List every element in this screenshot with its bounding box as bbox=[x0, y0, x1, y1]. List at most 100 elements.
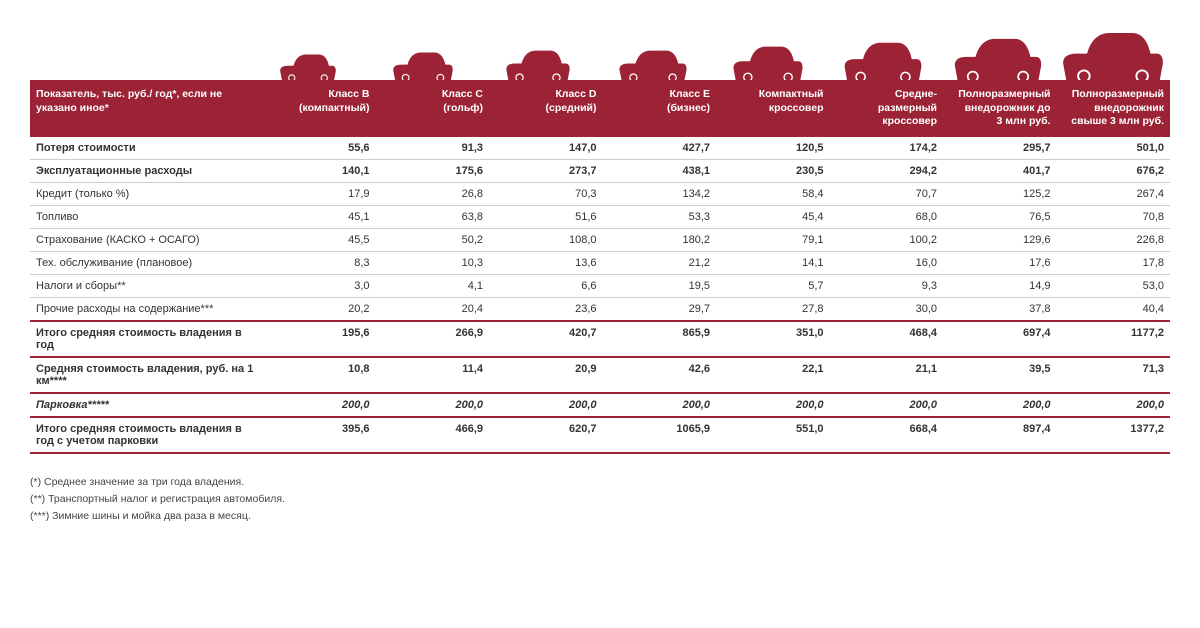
cell-value: 70,8 bbox=[1057, 205, 1171, 228]
row-label: Эксплуатационные расходы bbox=[30, 159, 262, 182]
car-icon bbox=[250, 20, 365, 80]
column-header: Класс E(бизнес) bbox=[603, 80, 717, 137]
cell-value: 3,0 bbox=[262, 274, 376, 297]
car-icon bbox=[940, 20, 1055, 80]
car-icons-row bbox=[250, 20, 1170, 80]
row-label: Страхование (КАСКО + ОСАГО) bbox=[30, 228, 262, 251]
cell-value: 68,0 bbox=[830, 205, 944, 228]
cell-value: 21,1 bbox=[830, 357, 944, 393]
cell-value: 9,3 bbox=[830, 274, 944, 297]
cell-value: 20,9 bbox=[489, 357, 603, 393]
cell-value: 697,4 bbox=[943, 321, 1057, 357]
car-icon bbox=[365, 20, 480, 80]
cell-value: 45,5 bbox=[262, 228, 376, 251]
cell-value: 100,2 bbox=[830, 228, 944, 251]
cell-value: 200,0 bbox=[489, 393, 603, 417]
row-label: Прочие расходы на содержание*** bbox=[30, 297, 262, 321]
table-row: Кредит (только %)17,926,870,3134,258,470… bbox=[30, 182, 1170, 205]
table-row: Топливо45,163,851,653,345,468,076,570,8 bbox=[30, 205, 1170, 228]
cell-value: 295,7 bbox=[943, 137, 1057, 160]
row-label: Итого средняя стоимость владения в год с… bbox=[30, 417, 262, 453]
cell-value: 395,6 bbox=[262, 417, 376, 453]
cell-value: 50,2 bbox=[376, 228, 490, 251]
cell-value: 1377,2 bbox=[1057, 417, 1171, 453]
row-label: Средняя стоимость владения, руб. на 1 км… bbox=[30, 357, 262, 393]
cell-value: 39,5 bbox=[943, 357, 1057, 393]
cell-value: 20,2 bbox=[262, 297, 376, 321]
cell-value: 29,7 bbox=[603, 297, 717, 321]
column-header: Класс C(гольф) bbox=[376, 80, 490, 137]
column-header: Класс B(компактный) bbox=[262, 80, 376, 137]
cell-value: 55,6 bbox=[262, 137, 376, 160]
table-row: Налоги и сборы**3,04,16,619,55,79,314,95… bbox=[30, 274, 1170, 297]
cell-value: 91,3 bbox=[376, 137, 490, 160]
cell-value: 427,7 bbox=[603, 137, 717, 160]
table-row: Итого средняя стоимость владения в год с… bbox=[30, 417, 1170, 453]
cell-value: 1177,2 bbox=[1057, 321, 1171, 357]
cell-value: 19,5 bbox=[603, 274, 717, 297]
cell-value: 620,7 bbox=[489, 417, 603, 453]
cell-value: 13,6 bbox=[489, 251, 603, 274]
cell-value: 200,0 bbox=[943, 393, 1057, 417]
cell-value: 53,0 bbox=[1057, 274, 1171, 297]
cell-value: 294,2 bbox=[830, 159, 944, 182]
table-row: Эксплуатационные расходы140,1175,6273,74… bbox=[30, 159, 1170, 182]
car-icon bbox=[710, 20, 825, 80]
cell-value: 1065,9 bbox=[603, 417, 717, 453]
cell-value: 5,7 bbox=[716, 274, 830, 297]
header-label: Показатель, тыс. руб./ год*, если не ука… bbox=[30, 80, 262, 137]
cell-value: 14,9 bbox=[943, 274, 1057, 297]
cell-value: 200,0 bbox=[830, 393, 944, 417]
table-row: Парковка*****200,0200,0200,0200,0200,020… bbox=[30, 393, 1170, 417]
cell-value: 230,5 bbox=[716, 159, 830, 182]
cell-value: 21,2 bbox=[603, 251, 717, 274]
cell-value: 23,6 bbox=[489, 297, 603, 321]
cell-value: 676,2 bbox=[1057, 159, 1171, 182]
cell-value: 70,3 bbox=[489, 182, 603, 205]
cell-value: 897,4 bbox=[943, 417, 1057, 453]
cell-value: 37,8 bbox=[943, 297, 1057, 321]
cell-value: 51,6 bbox=[489, 205, 603, 228]
cell-value: 134,2 bbox=[603, 182, 717, 205]
cell-value: 865,9 bbox=[603, 321, 717, 357]
cell-value: 11,4 bbox=[376, 357, 490, 393]
row-label: Налоги и сборы** bbox=[30, 274, 262, 297]
table-row: Тех. обслуживание (плановое)8,310,313,62… bbox=[30, 251, 1170, 274]
cell-value: 200,0 bbox=[262, 393, 376, 417]
car-icon bbox=[595, 20, 710, 80]
footnote-line: (*) Среднее значение за три года владени… bbox=[30, 474, 1170, 491]
cell-value: 45,4 bbox=[716, 205, 830, 228]
cell-value: 200,0 bbox=[376, 393, 490, 417]
cell-value: 17,6 bbox=[943, 251, 1057, 274]
cell-value: 16,0 bbox=[830, 251, 944, 274]
row-label: Итого средняя стоимость владения в год bbox=[30, 321, 262, 357]
car-icon bbox=[480, 20, 595, 80]
cell-value: 351,0 bbox=[716, 321, 830, 357]
cell-value: 22,1 bbox=[716, 357, 830, 393]
column-header: Полноразмерныйвнедорожниксвыше 3 млн руб… bbox=[1057, 80, 1171, 137]
car-icon bbox=[825, 20, 940, 80]
cell-value: 42,6 bbox=[603, 357, 717, 393]
cell-value: 71,3 bbox=[1057, 357, 1171, 393]
cell-value: 70,7 bbox=[830, 182, 944, 205]
row-label: Потеря стоимости bbox=[30, 137, 262, 160]
cell-value: 175,6 bbox=[376, 159, 490, 182]
cell-value: 266,9 bbox=[376, 321, 490, 357]
cell-value: 76,5 bbox=[943, 205, 1057, 228]
cell-value: 79,1 bbox=[716, 228, 830, 251]
cell-value: 501,0 bbox=[1057, 137, 1171, 160]
row-label: Тех. обслуживание (плановое) bbox=[30, 251, 262, 274]
table-row: Итого средняя стоимость владения в год19… bbox=[30, 321, 1170, 357]
cell-value: 195,6 bbox=[262, 321, 376, 357]
table-row: Страхование (КАСКО + ОСАГО)45,550,2108,0… bbox=[30, 228, 1170, 251]
column-header: Средне-размерныйкроссовер bbox=[830, 80, 944, 137]
column-header: Класс D(средний) bbox=[489, 80, 603, 137]
cell-value: 180,2 bbox=[603, 228, 717, 251]
cell-value: 668,4 bbox=[830, 417, 944, 453]
cell-value: 27,8 bbox=[716, 297, 830, 321]
footnote-line: (***) Зимние шины и мойка два раза в мес… bbox=[30, 508, 1170, 525]
cost-table: Показатель, тыс. руб./ год*, если не ука… bbox=[30, 80, 1170, 454]
cell-value: 200,0 bbox=[1057, 393, 1171, 417]
cell-value: 45,1 bbox=[262, 205, 376, 228]
cell-value: 120,5 bbox=[716, 137, 830, 160]
